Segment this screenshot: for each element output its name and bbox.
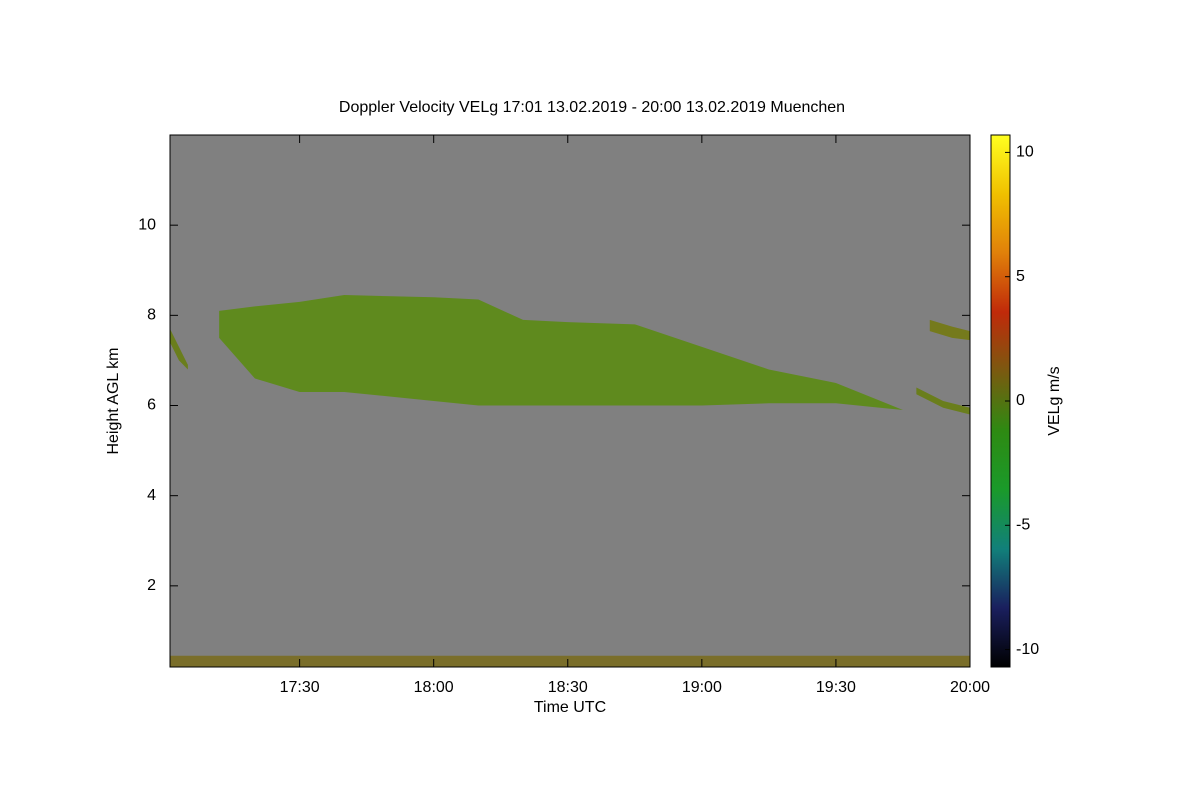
x-tick-label: 19:00 xyxy=(682,679,722,696)
x-tick-label: 19:30 xyxy=(816,679,856,696)
x-tick-label: 18:00 xyxy=(414,679,454,696)
y-tick-label: 4 xyxy=(147,487,156,504)
plot-frame xyxy=(169,134,971,668)
y-tick-label: 2 xyxy=(147,577,156,594)
echo-area xyxy=(219,295,903,411)
y-tick-label: 10 xyxy=(138,216,156,233)
colorbar-label: VELg m/s xyxy=(1046,366,1063,435)
colorbar-tick-label: 10 xyxy=(1016,144,1034,161)
x-tick-label: 20:00 xyxy=(950,679,990,696)
echo-area xyxy=(170,655,970,667)
x-tick-label: 18:30 xyxy=(548,679,588,696)
echo-area xyxy=(929,319,970,341)
echo-area xyxy=(170,328,188,370)
colorbar-tick-label: -10 xyxy=(1016,641,1039,658)
x-axis-label: Time UTC xyxy=(534,699,606,716)
colorbar-tick-label: 5 xyxy=(1016,268,1025,285)
chart-title: Doppler Velocity VELg 17:01 13.02.2019 -… xyxy=(339,99,845,116)
x-tick-label: 17:30 xyxy=(280,679,320,696)
y-tick-label: 6 xyxy=(147,397,156,414)
colorbar-tick-label: -5 xyxy=(1016,517,1030,534)
y-tick-label: 8 xyxy=(147,307,156,324)
colorbar-tick-label: 0 xyxy=(1016,392,1025,409)
y-axis-label: Height AGL km xyxy=(105,347,122,454)
echo-area xyxy=(916,387,970,415)
